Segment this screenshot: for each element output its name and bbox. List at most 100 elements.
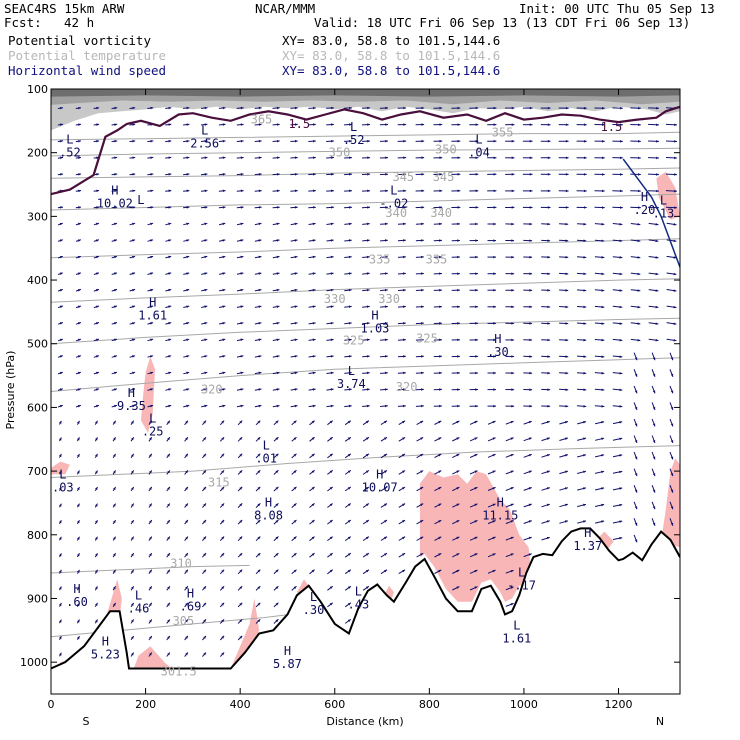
y-tick-label: 1000: [20, 656, 48, 669]
wind-vector: [594, 222, 605, 226]
wind-vector: [612, 289, 623, 292]
endpoint-left: S: [83, 715, 90, 728]
wind-vector: [559, 437, 569, 441]
wind-vector: [576, 371, 587, 375]
wind-vector: [147, 322, 154, 325]
wind-vector: [237, 469, 243, 475]
wind-vector: [130, 536, 135, 541]
extremum-high: H9.35: [117, 386, 146, 413]
theta-label: 350: [435, 143, 457, 157]
wind-vector: [202, 552, 207, 558]
wind-vector: [541, 355, 551, 358]
wind-vector: [469, 272, 479, 275]
theta-contour-345: [51, 167, 680, 179]
wind-vector: [361, 139, 371, 143]
wind-vector: [541, 322, 551, 325]
wind-vector: [272, 106, 280, 110]
wind-vector: [651, 435, 656, 444]
wind-vector: [433, 272, 442, 275]
wind-vector: [76, 586, 80, 591]
x-tick-label: 800: [419, 698, 440, 711]
wind-vector: [291, 486, 297, 492]
wind-vector: [487, 123, 497, 126]
wind-vector: [166, 436, 171, 442]
wind-vector: [344, 305, 352, 308]
wind-vector: [433, 139, 443, 143]
wind-vector: [540, 173, 551, 176]
wind-vector: [236, 404, 244, 408]
wind-vector: [487, 388, 497, 391]
wind-vector: [202, 536, 207, 542]
wind-vector: [633, 435, 638, 444]
wind-vector: [612, 256, 623, 259]
wind-vector: [236, 355, 244, 358]
wind-vector: [147, 173, 154, 176]
wind-vector: [148, 453, 153, 459]
theta-label: 340: [430, 206, 452, 220]
wind-vector: [612, 520, 623, 524]
terrain-fill: [51, 528, 680, 694]
wind-vector: [344, 453, 352, 459]
legend-theta-label: Potential temperature: [8, 48, 166, 63]
wind-vector: [218, 156, 226, 160]
wind-vector: [344, 338, 352, 342]
wind-vector: [362, 469, 370, 475]
wind-vector: [452, 453, 460, 459]
wind-vector: [452, 586, 460, 591]
wind-vector: [237, 453, 243, 459]
wind-vector: [416, 503, 424, 508]
wind-vector: [630, 222, 641, 226]
wind-vector: [630, 272, 641, 276]
wind-vector: [398, 420, 406, 426]
wind-vector: [129, 206, 136, 209]
wind-vector: [666, 289, 677, 292]
wind-vector: [183, 322, 190, 325]
wind-vector: [612, 173, 623, 176]
wind-vector: [415, 338, 424, 342]
wind-vector: [665, 173, 677, 176]
wind-vector: [200, 156, 208, 160]
wind-vector: [344, 371, 352, 375]
wind-vector: [58, 486, 62, 491]
wind-vector: [148, 569, 153, 574]
wind-vector: [577, 420, 587, 425]
wind-vector: [93, 388, 100, 391]
wind-vector: [290, 172, 298, 176]
legend-wind-xy: XY= 83.0, 58.8 to 101.5,144.6: [282, 63, 500, 78]
wind-vector: [255, 552, 261, 558]
wind-vector: [327, 519, 334, 525]
wind-vector: [219, 486, 225, 492]
wind-vector: [308, 338, 316, 342]
wind-vector: [309, 569, 315, 575]
wind-vector: [130, 635, 135, 641]
wind-vector: [630, 322, 641, 325]
wind-vector: [219, 519, 225, 525]
wind-vector: [326, 404, 334, 408]
wind-vector: [202, 652, 207, 657]
wind-vector: [576, 189, 587, 193]
extremum-high: H.60: [66, 582, 88, 609]
wind-vector: [290, 321, 298, 325]
wind-vector: [75, 371, 82, 375]
wind-vector: [594, 305, 605, 309]
wind-vector: [309, 469, 315, 475]
wind-vector: [361, 189, 371, 193]
theta-label: 320: [201, 383, 223, 397]
wind-vector: [505, 553, 514, 558]
extremum-type: L: [475, 133, 482, 147]
wind-vector: [58, 652, 62, 657]
wind-vector: [594, 255, 605, 259]
extremum-type: H: [187, 587, 194, 601]
wind-vector: [58, 503, 62, 508]
wind-vector: [326, 106, 334, 110]
wind-vector: [362, 371, 370, 375]
wind-vector: [57, 322, 63, 325]
wind-vector: [201, 388, 208, 391]
wind-vector: [202, 569, 207, 575]
wind-vector: [541, 520, 550, 524]
wind-vector: [398, 486, 406, 492]
wind-vector: [540, 106, 551, 110]
wind-vector: [57, 123, 64, 126]
wind-vector: [58, 586, 62, 591]
